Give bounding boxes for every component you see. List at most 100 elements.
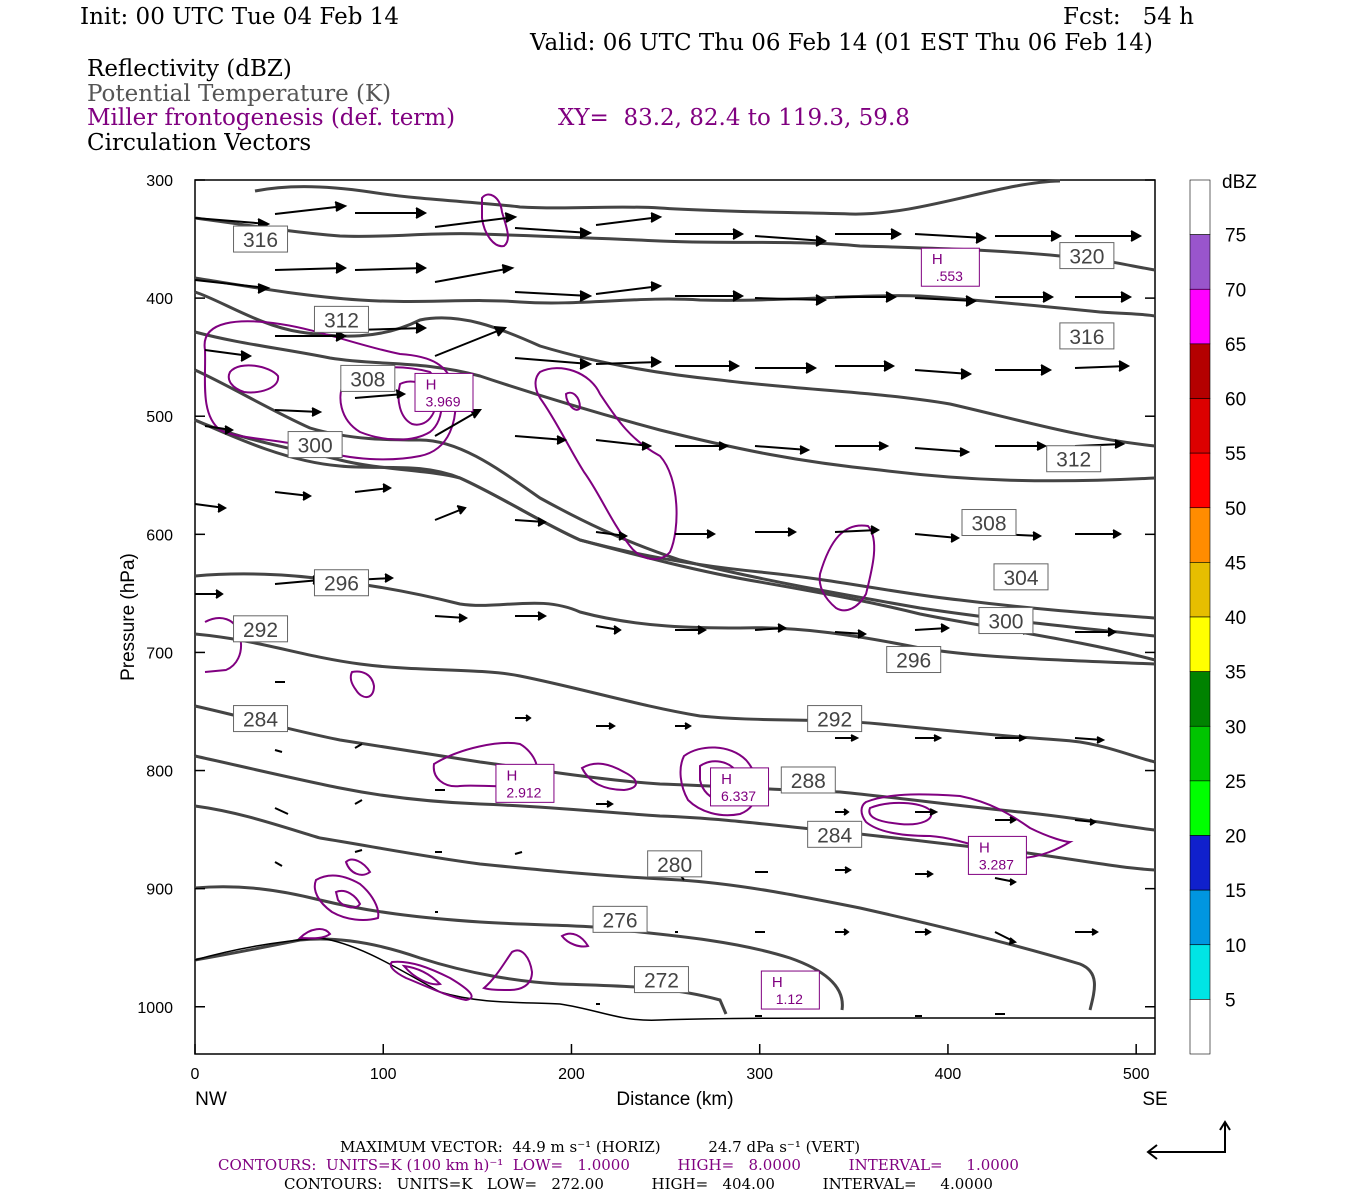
x-tick-label: 400 bbox=[935, 1066, 962, 1083]
svg-text:288: 288 bbox=[791, 770, 826, 793]
colorbar-swatch bbox=[1189, 288, 1211, 345]
fronto-max-label: H3.969 bbox=[414, 372, 474, 412]
y-tick-label: 500 bbox=[146, 409, 173, 426]
x-end-label-left: NW bbox=[195, 1089, 227, 1110]
colorbar-swatch bbox=[1189, 999, 1211, 1055]
x-tick-label: 100 bbox=[370, 1066, 397, 1083]
svg-text:1.12: 1.12 bbox=[776, 991, 803, 1007]
colorbar-level-label: 15 bbox=[1225, 881, 1246, 902]
footer-max-vector: MAXIMUM VECTOR: 44.9 m s⁻¹ (HORIZ) 24.7 … bbox=[340, 1138, 861, 1156]
colorbar-swatch bbox=[1189, 944, 1211, 1000]
svg-text:H: H bbox=[721, 771, 732, 788]
colorbar-level-label: 30 bbox=[1225, 717, 1246, 738]
colorbar-swatch bbox=[1189, 835, 1211, 891]
svg-text:H: H bbox=[979, 839, 990, 856]
svg-text:2.912: 2.912 bbox=[506, 784, 541, 800]
svg-text:316: 316 bbox=[1069, 326, 1104, 349]
colorbar-swatch bbox=[1189, 343, 1211, 399]
svg-text:300: 300 bbox=[298, 435, 333, 458]
svg-text:272: 272 bbox=[644, 970, 679, 993]
colorbar-swatch bbox=[1189, 725, 1211, 782]
svg-text:308: 308 bbox=[350, 368, 385, 391]
theta-contour-label: 276 bbox=[592, 905, 648, 933]
theta-contour-label: 284 bbox=[233, 705, 289, 733]
colorbar-swatch bbox=[1189, 179, 1211, 235]
fronto-max-label: H2.912 bbox=[495, 763, 555, 803]
svg-text:H: H bbox=[507, 767, 518, 784]
fronto-max-label: H6.337 bbox=[710, 767, 770, 807]
theta-contour-label: 312 bbox=[313, 305, 369, 333]
theta-contour-label: 296 bbox=[886, 646, 942, 674]
svg-text:6.337: 6.337 bbox=[721, 788, 756, 804]
colorbar-swatch bbox=[1189, 507, 1211, 563]
theta-contour-label: 288 bbox=[780, 766, 836, 794]
reference-vector-icon bbox=[1146, 1120, 1231, 1160]
theta-contour-label: 300 bbox=[287, 431, 343, 459]
fronto-max-label: H3.287 bbox=[967, 835, 1027, 875]
theta-contour-label: 300 bbox=[978, 607, 1034, 635]
theta-label-group: 316 320 312 316 308 300 312 308 304 296 300 292 296 2… bbox=[233, 225, 1115, 994]
theta-contour-label: 296 bbox=[313, 569, 369, 597]
svg-text:316: 316 bbox=[243, 229, 278, 252]
colorbar-swatch bbox=[1189, 671, 1211, 727]
colorbar-swatch bbox=[1189, 616, 1211, 672]
forecast-hour: Fcst: 54 h bbox=[1063, 4, 1194, 30]
colorbar-level-label: 45 bbox=[1225, 553, 1246, 574]
theta-contour-label: 292 bbox=[233, 615, 289, 643]
svg-text:284: 284 bbox=[243, 709, 278, 732]
theta-contour-label: 312 bbox=[1046, 445, 1102, 473]
y-tick-label: 400 bbox=[146, 291, 173, 308]
svg-text:284: 284 bbox=[817, 824, 852, 847]
svg-text:H: H bbox=[932, 251, 943, 268]
y-tick-label: 300 bbox=[146, 173, 173, 190]
y-tick-label: 1000 bbox=[137, 1000, 173, 1017]
field-frontogenesis: Miller frontogenesis (def. term) bbox=[87, 105, 456, 131]
svg-text:296: 296 bbox=[324, 573, 359, 596]
svg-text:320: 320 bbox=[1069, 246, 1104, 269]
svg-text:280: 280 bbox=[657, 854, 692, 877]
colorbar-level-label: 60 bbox=[1225, 390, 1246, 411]
x-axis-title: Distance (km) bbox=[616, 1089, 733, 1110]
field-reflectivity: Reflectivity (dBZ) bbox=[87, 56, 292, 82]
colorbar-swatch bbox=[1189, 398, 1211, 454]
colorbar-level-label: 40 bbox=[1225, 608, 1246, 629]
theta-contour-label: 316 bbox=[1059, 322, 1115, 350]
theta-contours bbox=[194, 179, 1156, 1015]
valid-time: Valid: 06 UTC Thu 06 Feb 14 (01 EST Thu … bbox=[530, 30, 1153, 56]
theta-contour-label: 304 bbox=[993, 563, 1049, 591]
colorbar-swatch bbox=[1189, 562, 1211, 618]
theta-contour-label: 316 bbox=[233, 225, 289, 253]
svg-text:300: 300 bbox=[988, 611, 1023, 634]
colorbar: dBZ 5 10 15 20 25 30 35 40 45 50 55 60 65 70 75 bbox=[1189, 172, 1257, 1055]
svg-text:3.969: 3.969 bbox=[425, 393, 460, 409]
svg-text:H: H bbox=[426, 376, 437, 393]
footer-fronto-contours: CONTOURS: UNITS=K (100 km h)⁻¹ LOW= 1.00… bbox=[218, 1156, 1019, 1174]
field-theta: Potential Temperature (K) bbox=[87, 81, 392, 107]
colorbar-title: dBZ bbox=[1222, 172, 1257, 193]
colorbar-swatch bbox=[1189, 780, 1211, 836]
y-tick-label: 900 bbox=[146, 882, 173, 899]
axes-group: 300 400 500 600 700 800 900 1000 0 100 200 300 400 50… bbox=[118, 173, 1168, 1110]
colorbar-level-label: 50 bbox=[1225, 499, 1246, 520]
colorbar-swatch bbox=[1189, 889, 1211, 946]
colorbar-level-label: 20 bbox=[1225, 827, 1246, 848]
svg-text:304: 304 bbox=[1003, 567, 1038, 590]
svg-text:292: 292 bbox=[817, 709, 852, 732]
y-tick-label: 800 bbox=[146, 764, 173, 781]
y-axis-title: Pressure (hPa) bbox=[118, 553, 139, 681]
svg-text:296: 296 bbox=[896, 650, 931, 673]
field-vectors: Circulation Vectors bbox=[87, 130, 312, 156]
colorbar-level-label: 35 bbox=[1225, 663, 1246, 684]
svg-text:3.287: 3.287 bbox=[979, 856, 1014, 872]
svg-text:312: 312 bbox=[324, 309, 359, 332]
svg-text:276: 276 bbox=[603, 909, 638, 932]
colorbar-level-label: 5 bbox=[1225, 990, 1236, 1011]
fronto-max-label: H1.12 bbox=[760, 970, 820, 1010]
colorbar-level-label: 75 bbox=[1225, 226, 1246, 247]
x-tick-label: 500 bbox=[1123, 1066, 1150, 1083]
theta-contour-label: 308 bbox=[961, 509, 1017, 537]
fronto-max-label: H.553 bbox=[920, 247, 980, 287]
svg-text:308: 308 bbox=[971, 513, 1006, 536]
